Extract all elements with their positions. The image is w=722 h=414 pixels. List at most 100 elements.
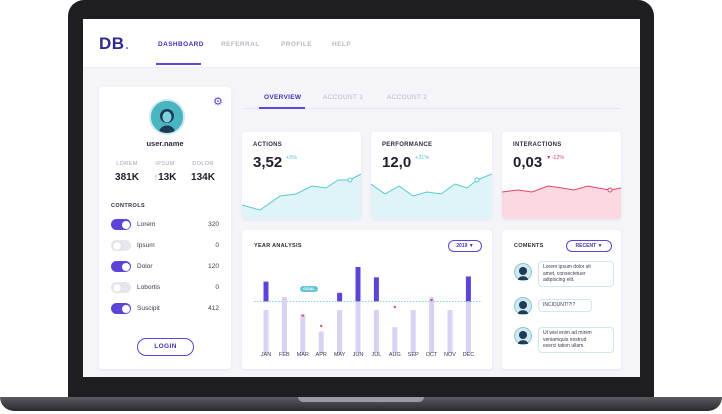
user-avatar[interactable] <box>149 99 185 135</box>
year-selector[interactable]: 2019 ▼ <box>448 240 482 252</box>
marker-apr <box>320 324 323 328</box>
control-value-suscipit: 412 <box>208 305 219 312</box>
laptop-base <box>0 397 722 411</box>
month-label-oct: OCT <box>425 352 438 358</box>
kpi-title-interactions: INTERACTIONS <box>513 142 562 148</box>
toggle-suscipit[interactable] <box>111 303 131 314</box>
kpi-change-actions: +5% <box>286 155 298 161</box>
bar-actual-jun[interactable] <box>355 267 361 302</box>
bar-baseline-oct[interactable] <box>429 297 435 353</box>
bar-actual-jan[interactable] <box>263 281 269 302</box>
marker-mar <box>301 314 304 317</box>
kpi-value-interactions: 0,03 <box>513 154 543 171</box>
kpi-change-interactions: ▼-12% <box>546 155 565 161</box>
kpi-title-performance: PERFORMANCE <box>382 142 433 148</box>
month-label-nov: NOV <box>444 352 456 358</box>
settings-gear-icon[interactable]: ⚙ <box>213 96 223 108</box>
month-label-jun: JUN <box>352 352 364 358</box>
stat-label-lorem: LOREM <box>116 161 138 167</box>
toggle-lobortis[interactable] <box>111 282 131 293</box>
user-avatar-illustration <box>151 101 183 133</box>
month-label-mar: MAR <box>296 352 309 358</box>
laptop-notch <box>298 397 424 402</box>
kpi-card-actions: ACTIONS 3,52 +5% <box>242 132 361 219</box>
goal-label: GOAL <box>300 286 318 292</box>
control-value-dolor: 120 <box>208 263 219 270</box>
year-analysis-title: YEAR ANALYSIS <box>254 243 302 249</box>
comments-filter[interactable]: RECENT ▼ <box>566 240 612 252</box>
comment-bubble: INCIDUNT!?!? <box>538 299 592 312</box>
control-label-lobortis: Lobortis <box>137 284 161 291</box>
control-label-dolor: Dolor <box>137 263 153 270</box>
tab-active-underline <box>259 107 305 109</box>
bar-baseline-dec[interactable] <box>465 301 471 353</box>
control-label-suscipit: Suscipit <box>137 305 160 312</box>
toggle-dolor[interactable] <box>111 261 131 272</box>
month-label-jan: JAN <box>260 352 272 358</box>
kpi-sparkline-actions <box>242 173 361 219</box>
comments-title: COMENTS <box>514 243 544 249</box>
toggle-lorem[interactable] <box>111 219 131 230</box>
bar-baseline-jun[interactable] <box>355 297 361 353</box>
bar-actual-jul[interactable] <box>373 277 379 302</box>
bar-baseline-feb[interactable] <box>281 297 287 353</box>
nav-referral[interactable]: REFERRAL <box>221 41 260 48</box>
nav-active-underline <box>156 63 201 65</box>
arrow-down-icon: ▼ <box>546 155 552 161</box>
control-value-lorem: 320 <box>208 221 219 228</box>
comment-bubble: Ut wisi enim ad minim veniamquis nostrud e… <box>538 327 614 353</box>
arrow-up-icon: ↑ <box>153 172 159 182</box>
bar-baseline-jul[interactable] <box>373 310 379 353</box>
login-button[interactable]: LOGIN <box>137 338 194 356</box>
stat-label-dolor: DOLOR <box>192 161 214 167</box>
bar-actual-may[interactable] <box>337 292 343 302</box>
person-icon <box>518 301 528 314</box>
kpi-card-performance: PERFORMANCE 12,0 +21% <box>371 132 492 219</box>
app-logo[interactable]: DB. <box>99 34 130 53</box>
commenter-avatar[interactable] <box>514 327 532 345</box>
bar-baseline-nov[interactable] <box>447 310 453 353</box>
commenter-avatar[interactable] <box>514 263 532 281</box>
toggle-ipsum[interactable] <box>111 240 131 251</box>
marker-oct <box>430 298 433 302</box>
marker-aug <box>393 305 396 309</box>
control-label-ipsum: Ipsum <box>137 242 155 249</box>
stat-value-ipsum: ↑13K <box>153 172 177 183</box>
nav-help[interactable]: HELP <box>332 41 351 48</box>
bar-baseline-sep[interactable] <box>410 310 416 353</box>
bar-actual-dec[interactable] <box>465 276 471 302</box>
kpi-value-performance: 12,0 <box>382 154 412 171</box>
month-label-aug: AUG <box>388 352 401 358</box>
person-icon <box>518 331 528 344</box>
bar-baseline-aug[interactable] <box>392 327 398 353</box>
control-value-ipsum: 0 <box>215 242 219 249</box>
tab-account-1[interactable]: ACCOUNT 1 <box>323 94 364 101</box>
kpi-sparkline-performance <box>371 173 492 219</box>
comment-bubble: Lorem ipsum dolor sit amet, consectetuer a… <box>538 261 614 287</box>
comments-card: COMENTS RECENT ▼ Lorem ipsum dolor sit am… <box>502 230 621 369</box>
stat-value-lorem: 381K <box>115 172 139 183</box>
controls-title: CONTROLS <box>111 203 146 209</box>
kpi-title-actions: ACTIONS <box>253 142 283 148</box>
tab-account-2[interactable]: ACCOUNT 2 <box>387 94 428 101</box>
username-label: user.name <box>146 139 184 148</box>
app-screen: DB. DASHBOARD REFERRAL PROFILE HELP ⚙ us… <box>83 19 640 377</box>
kpi-sparkline-interactions <box>502 185 621 219</box>
month-label-feb: FEB <box>279 352 290 358</box>
tab-overview[interactable]: OVERVIEW <box>264 94 302 101</box>
bar-baseline-may[interactable] <box>337 310 343 353</box>
nav-profile[interactable]: PROFILE <box>281 41 312 48</box>
nav-dashboard[interactable]: DASHBOARD <box>158 41 204 48</box>
bar-baseline-apr[interactable] <box>318 331 324 354</box>
bar-baseline-jan[interactable] <box>263 310 269 353</box>
bar-baseline-mar[interactable] <box>300 314 306 353</box>
kpi-change-performance: +21% <box>415 155 430 161</box>
profile-panel: ⚙ user.name LOREM IPSUM DOLOR 381K ↑13K … <box>99 87 231 369</box>
control-value-lobortis: 0 <box>215 284 219 291</box>
top-navbar: DB. DASHBOARD REFERRAL PROFILE HELP <box>83 19 640 68</box>
month-label-apr: APR <box>315 352 327 358</box>
commenter-avatar[interactable] <box>514 297 532 315</box>
month-label-dec: DEC <box>462 352 475 358</box>
month-label-sep: SEP <box>407 352 419 358</box>
stat-label-ipsum: IPSUM <box>155 161 175 167</box>
